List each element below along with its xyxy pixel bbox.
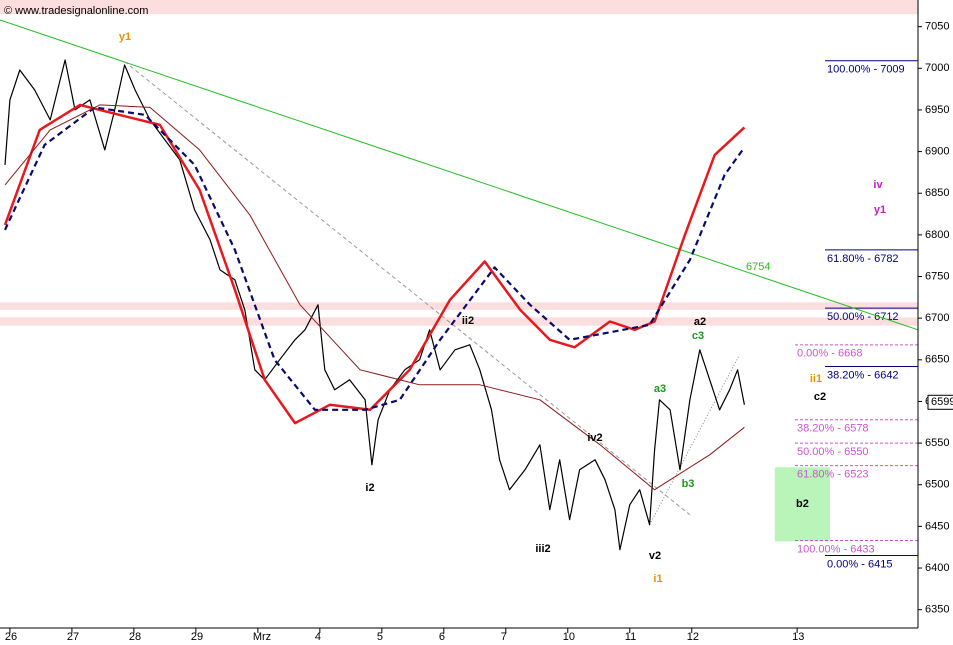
wave-label: ii1 xyxy=(810,373,822,385)
series-line xyxy=(4,104,745,491)
x-tick-label: 28 xyxy=(129,631,141,643)
wave-label: c3 xyxy=(692,330,704,342)
y-tick-label: 6700 xyxy=(925,312,949,324)
wave-label: iii2 xyxy=(535,543,550,555)
trendline xyxy=(649,354,740,525)
wave-label: iv xyxy=(873,179,883,191)
zone xyxy=(0,317,918,326)
x-tick-label: 6 xyxy=(439,631,445,643)
x-tick-label: 7 xyxy=(501,631,507,643)
y-tick-label: 6500 xyxy=(925,479,949,491)
zone xyxy=(0,302,918,310)
x-tick-label: Mrz xyxy=(253,631,271,643)
y-tick-label: 6800 xyxy=(925,229,949,241)
y-tick-label: 6450 xyxy=(925,520,949,532)
fib-label: 0.00% - 6415 xyxy=(827,558,892,570)
y-tick-label: 6850 xyxy=(925,187,949,199)
y-tick-label: 7050 xyxy=(925,21,949,33)
y-tick-label: 6750 xyxy=(925,270,949,282)
wave-label: i1 xyxy=(653,573,662,585)
trendline-label: 6754 xyxy=(746,261,770,273)
wave-label: y1 xyxy=(874,204,886,216)
zone xyxy=(0,0,918,15)
wave-label: iv2 xyxy=(587,432,602,444)
x-tick-label: 12 xyxy=(687,631,699,643)
y-tick-label: 7000 xyxy=(925,62,949,74)
last-price-label: 6599 xyxy=(931,396,953,408)
fib-label: 38.20% - 6578 xyxy=(797,423,869,435)
watermark: © www.tradesignalonline.com xyxy=(4,5,148,17)
wave-label: c2 xyxy=(814,391,826,403)
wave-label: a2 xyxy=(694,316,706,328)
y-tick-label: 6950 xyxy=(925,104,949,116)
x-tick-label: 11 xyxy=(625,631,636,643)
x-tick-label: 26 xyxy=(5,631,17,643)
fib-label: 50.00% - 6712 xyxy=(827,311,899,323)
x-tick-label: 29 xyxy=(191,631,203,643)
wave-label: a3 xyxy=(654,383,666,395)
wave-label: y1 xyxy=(119,31,131,43)
fib-label: 100.00% - 7009 xyxy=(827,64,905,76)
fib-label: 38.20% - 6642 xyxy=(827,369,899,381)
x-tick-label: 4 xyxy=(315,631,321,643)
x-tick-label: 5 xyxy=(377,631,383,643)
series-line xyxy=(4,59,745,551)
y-tick-label: 6550 xyxy=(925,437,949,449)
x-tick-label: 27 xyxy=(67,631,79,643)
fib-label: 100.00% - 6433 xyxy=(797,543,875,555)
y-tick-label: 6400 xyxy=(925,562,949,574)
y-tick-label: 6900 xyxy=(925,145,949,157)
series-line xyxy=(3,103,746,425)
fib-label: 61.80% - 6782 xyxy=(827,253,899,265)
target-box xyxy=(774,467,830,542)
x-tick-label: 13 xyxy=(792,631,804,643)
fib-label: 50.00% - 6550 xyxy=(797,446,869,458)
wave-label: ii2 xyxy=(462,315,474,327)
wave-label: i2 xyxy=(365,482,374,494)
trendline xyxy=(124,61,691,516)
fib-label: 0.00% - 6668 xyxy=(797,348,862,360)
wave-label: v2 xyxy=(649,550,661,562)
y-tick-label: 6350 xyxy=(925,604,949,616)
last-price-box xyxy=(927,394,953,410)
fib-label: 61.80% - 6523 xyxy=(797,468,869,480)
box-label: b2 xyxy=(796,498,809,510)
y-tick-label: 6650 xyxy=(925,354,949,366)
wave-label: b3 xyxy=(682,478,695,490)
trendline xyxy=(0,19,919,331)
x-tick-label: 10 xyxy=(563,631,575,643)
